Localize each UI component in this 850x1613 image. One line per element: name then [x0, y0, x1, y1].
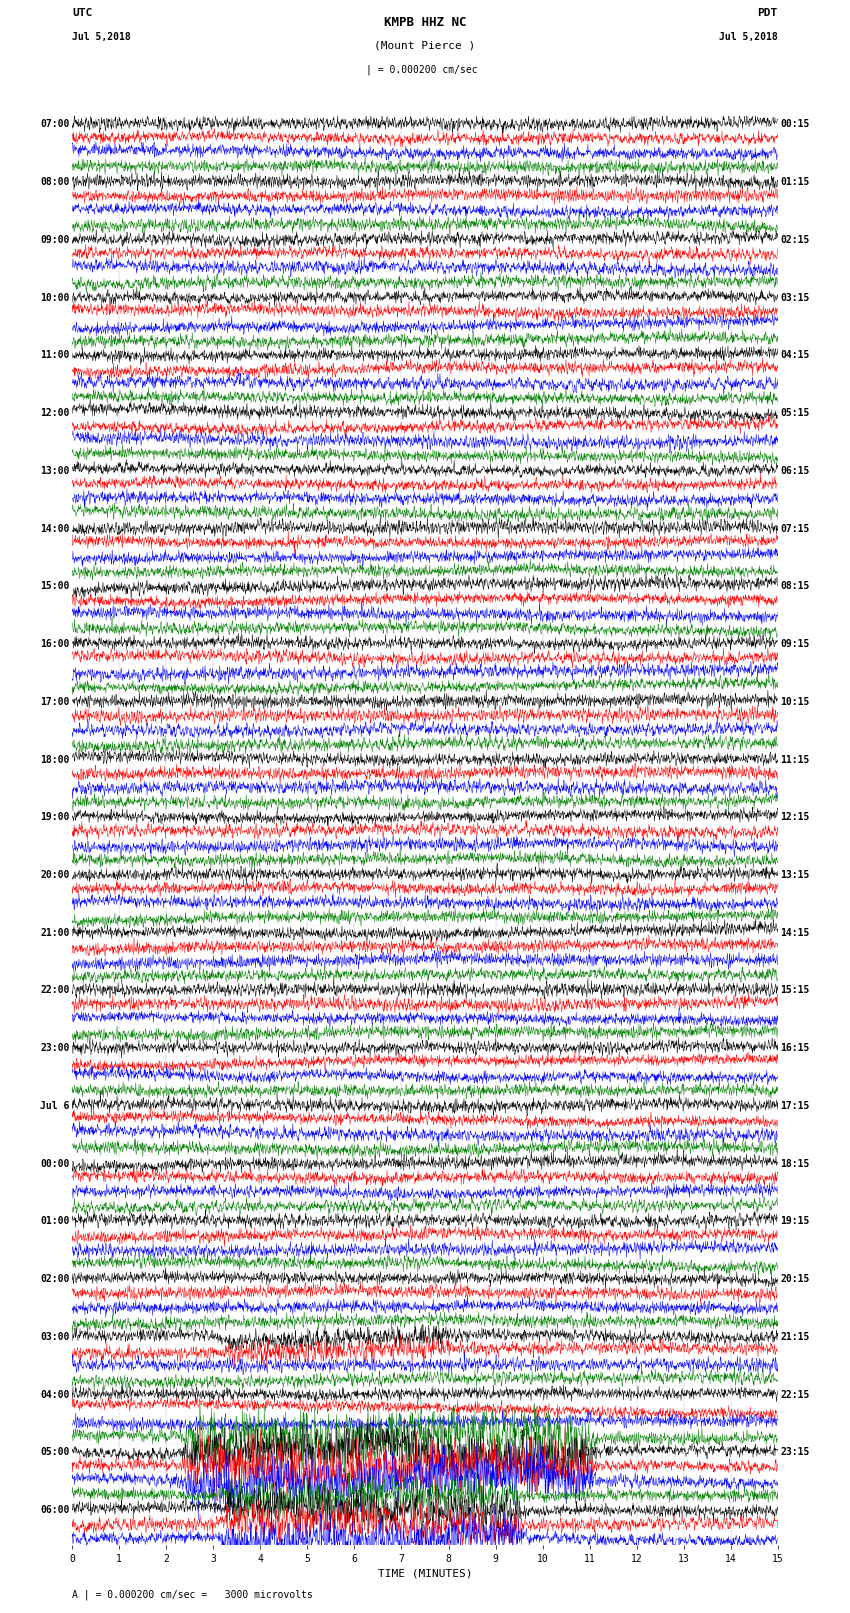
Text: Jul 5,2018: Jul 5,2018 — [72, 32, 131, 42]
Text: | = 0.000200 cm/sec: | = 0.000200 cm/sec — [366, 65, 477, 76]
Text: UTC: UTC — [72, 8, 93, 18]
Text: KMPB HHZ NC: KMPB HHZ NC — [383, 16, 467, 29]
Text: A | = 0.000200 cm/sec =   3000 microvolts: A | = 0.000200 cm/sec = 3000 microvolts — [72, 1589, 313, 1600]
Text: Jul 5,2018: Jul 5,2018 — [719, 32, 778, 42]
Text: (Mount Pierce ): (Mount Pierce ) — [374, 40, 476, 50]
Text: PDT: PDT — [757, 8, 778, 18]
X-axis label: TIME (MINUTES): TIME (MINUTES) — [377, 1568, 473, 1579]
